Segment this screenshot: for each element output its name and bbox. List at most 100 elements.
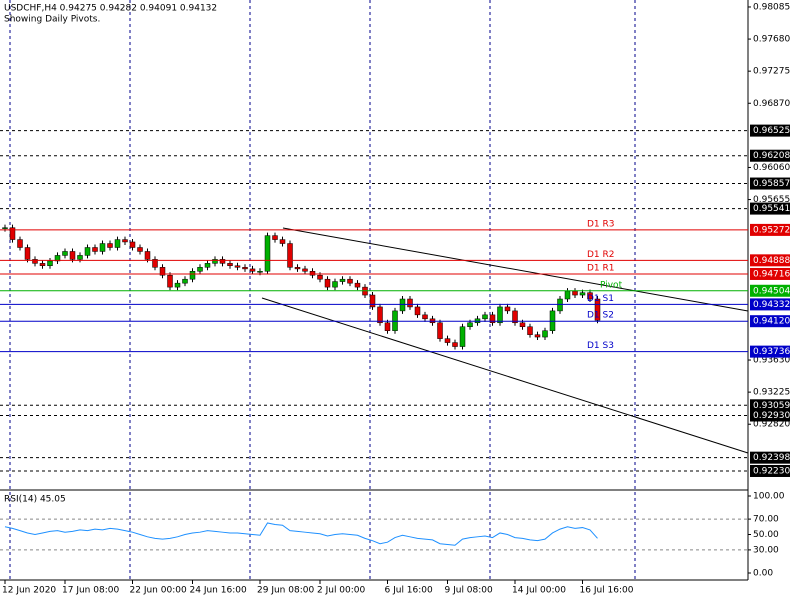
- trendline-lower: [261, 297, 749, 454]
- candle: [287, 243, 293, 268]
- candle: [77, 255, 83, 260]
- candle: [204, 263, 211, 268]
- candle: [219, 259, 226, 264]
- rsi-y-tick-label: 0.00: [753, 569, 773, 579]
- y-tick-label: 0.96870: [753, 99, 790, 109]
- candle: [9, 227, 16, 240]
- candle: [354, 282, 361, 288]
- level-box: [750, 399, 790, 412]
- candle: [309, 271, 316, 276]
- y-tick-label: 0.93630: [753, 356, 790, 366]
- level-label: 0.95857: [753, 179, 790, 189]
- candle: [62, 251, 68, 256]
- x-tick-label: 9 Jul 08:00: [445, 586, 494, 596]
- candle: [302, 268, 308, 272]
- pivot-name: D1 S1: [587, 294, 614, 304]
- candle: [47, 260, 53, 266]
- pivot-box: [750, 345, 790, 358]
- candle: [32, 259, 38, 264]
- candle: [167, 274, 173, 288]
- candle: [24, 247, 31, 260]
- rsi-line: [4, 522, 598, 546]
- candle: [107, 243, 113, 248]
- x-tick-label: 29 Jun 08:00: [257, 586, 314, 596]
- candle: [114, 239, 121, 248]
- pivot-label: 0.94332: [753, 300, 790, 310]
- level-box: [750, 124, 790, 137]
- pivot-label: 0.95272: [753, 225, 790, 235]
- candle: [564, 290, 571, 300]
- rsi-y-tick-label: 100.00: [753, 492, 785, 502]
- level-label: 0.95541: [753, 204, 790, 214]
- trendline-upper: [282, 227, 749, 312]
- y-tick-label: 0.98085: [753, 2, 790, 12]
- candle: [384, 322, 391, 331]
- level-box: [750, 177, 790, 190]
- candle: [159, 267, 166, 276]
- candle: [482, 314, 488, 320]
- level-label: 0.92398: [753, 453, 790, 463]
- candle: [594, 298, 601, 321]
- pivot-name: D1 R1: [587, 263, 615, 273]
- pivot-name: D1 R3: [587, 219, 615, 229]
- candle: [557, 298, 563, 312]
- x-tick-label: 12 Jun 2020: [2, 586, 56, 596]
- candle: [279, 239, 286, 244]
- candle: [527, 326, 533, 335]
- candle: [467, 322, 473, 327]
- subtitle: Showing Daily Pivots.: [4, 15, 100, 25]
- candle: [519, 322, 526, 327]
- candle: [294, 267, 301, 270]
- candle: [182, 278, 188, 284]
- candle: [444, 338, 451, 343]
- pivot-label: 0.94504: [753, 286, 790, 296]
- vertical-grid: [9, 0, 636, 580]
- pivot-box: [750, 284, 790, 297]
- candle: [534, 334, 541, 338]
- rsi-y-tick-label: 30.00: [753, 545, 779, 555]
- candle: [272, 235, 278, 240]
- candle: [197, 267, 203, 272]
- pivot-box: [750, 315, 790, 328]
- candle: [212, 259, 218, 264]
- candle: [137, 247, 143, 252]
- rsi-y-tick-label: 50.00: [753, 530, 779, 540]
- candle: [174, 282, 181, 288]
- candle: [452, 342, 458, 347]
- x-tick-label: 16 Jul 16:00: [580, 586, 634, 596]
- pivot-name: Pivot: [600, 280, 623, 290]
- level-box: [750, 451, 790, 464]
- y-tick-label: 0.96060: [753, 163, 790, 173]
- candle: [399, 298, 406, 312]
- candle: [189, 271, 196, 280]
- candle: [369, 294, 376, 308]
- candle: [587, 292, 593, 300]
- candle: [414, 306, 421, 316]
- candle: [542, 330, 548, 338]
- candle: [324, 278, 331, 288]
- candle: [504, 306, 511, 312]
- pivot-label: 0.94120: [753, 317, 790, 327]
- level-box: [750, 464, 790, 477]
- level-box: [750, 202, 790, 215]
- candle: [227, 263, 233, 266]
- symbol-header: USDCHF,H4 0.94275 0.94282 0.94091 0.9413…: [4, 4, 217, 14]
- y-tick-label: 0.97275: [753, 67, 790, 77]
- level-label: 0.92230: [753, 466, 790, 476]
- level-label: 0.96208: [753, 151, 790, 161]
- candle: [122, 239, 128, 243]
- candle: [99, 243, 106, 252]
- pivot-box: [750, 254, 790, 267]
- candle: [257, 271, 263, 273]
- candle: [422, 314, 428, 320]
- level-label: 0.93059: [753, 401, 790, 411]
- candle: [69, 251, 76, 260]
- y-tick-label: 0.93225: [753, 388, 790, 398]
- candle: [512, 310, 518, 324]
- candle: [579, 292, 586, 296]
- pivot-box: [750, 298, 790, 311]
- candle: [572, 290, 578, 296]
- y-tick-label: 0.97680: [753, 35, 790, 45]
- x-tick-label: 14 Jul 00:00: [512, 586, 566, 596]
